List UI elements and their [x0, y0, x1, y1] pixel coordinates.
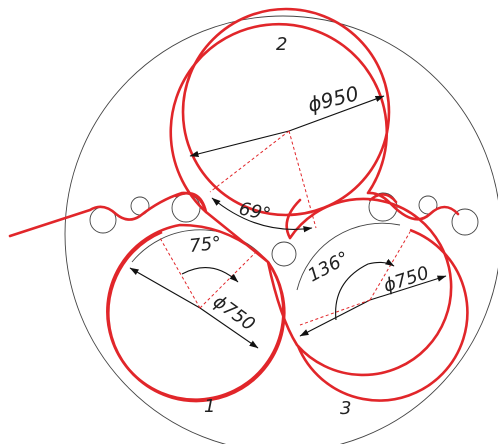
- label-dia-top: ϕ950: [305, 81, 361, 117]
- angle-ray-right-1: [299, 299, 371, 326]
- label-roll-right-number: 3: [340, 398, 351, 419]
- angle-arc-right: [335, 258, 395, 321]
- label-angle-top: 69°: [237, 198, 273, 225]
- web-wrap-guide-right: [368, 193, 398, 204]
- label-roll-left-number: 1: [204, 396, 215, 417]
- label-angle-right: 136°: [304, 248, 352, 287]
- guide-roller-center: [271, 241, 297, 267]
- angle-ray-top-1: [209, 130, 290, 193]
- guide-roller-right-3: [451, 208, 479, 236]
- dim-line-left: [129, 267, 201, 309]
- angle-ray-left-2: [199, 249, 259, 309]
- dim-line-left-2: [199, 307, 259, 349]
- guide-roller-right-2: [418, 195, 438, 215]
- angle-arc-left: [181, 267, 239, 283]
- web-wrap-guide-left: [174, 191, 208, 214]
- web-strip: [8, 22, 460, 401]
- roll-left: [107, 230, 286, 403]
- label-dia-right: ϕ750: [381, 262, 431, 296]
- roll-right-outline: [296, 222, 401, 291]
- dim-line-top: [288, 95, 385, 132]
- dim-line-top-2: [189, 130, 290, 157]
- guide-roller-left-3: [171, 193, 201, 223]
- roll-right: [296, 228, 469, 402]
- label-dia-left: ϕ750: [209, 291, 259, 335]
- angle-arc-top: [211, 197, 313, 233]
- dim-line-right: [369, 275, 447, 301]
- angle-ray-left-1: [159, 237, 201, 309]
- label-angle-left: 75°: [188, 233, 222, 257]
- label-roll-top-number: 2: [276, 34, 287, 55]
- dim-line-right-2: [299, 299, 371, 337]
- housing-circle: [64, 15, 498, 444]
